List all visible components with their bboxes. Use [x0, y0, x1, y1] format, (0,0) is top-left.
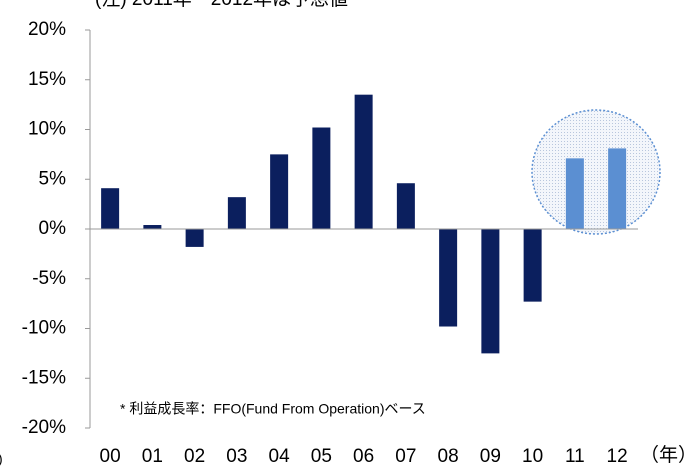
bar: [227, 197, 246, 229]
x-tick-label: 11: [565, 446, 585, 467]
y-tick-label: -15%: [22, 367, 66, 388]
x-tick-label: 05: [311, 446, 332, 467]
y-tick-label: 5%: [39, 168, 67, 189]
y-tick-label: 15%: [28, 69, 66, 90]
bar: [101, 188, 120, 229]
x-tick-label: 01: [142, 446, 163, 467]
x-unit: （年）: [640, 444, 691, 466]
forecast-highlight: [531, 109, 661, 235]
y-tick-label: -5%: [32, 268, 66, 289]
note: * 利益成長率：FFO(Fund From Operation)ベース: [120, 401, 426, 417]
x-tick-label: 09: [480, 446, 501, 467]
bar: [608, 148, 627, 229]
bar: [439, 229, 458, 327]
bar: [270, 154, 289, 229]
x-tick-label: 07: [395, 446, 416, 467]
x-tick-label: 00: [100, 446, 121, 467]
y-tick-label: 10%: [28, 119, 66, 140]
bar: [185, 229, 204, 247]
bar: [481, 229, 500, 354]
x-tick-label: 12: [607, 446, 628, 467]
x-tick-label: 04: [269, 446, 291, 467]
y-tick-label: 0%: [39, 218, 67, 239]
x-tick-label: 10: [522, 446, 543, 467]
bar: [354, 94, 373, 229]
source-fragment: ): [0, 451, 3, 467]
bar: [523, 229, 542, 302]
x-tick-label: 06: [353, 446, 374, 467]
bar: [396, 183, 415, 229]
chart-title: (注) 2011年・2012年は予想値: [95, 0, 348, 10]
y-tick-label: -10%: [22, 318, 66, 339]
bar: [143, 225, 162, 229]
x-tick-label: 02: [184, 446, 205, 467]
x-tick-label: 08: [438, 446, 459, 467]
y-tick-label: -20%: [22, 417, 66, 438]
x-tick-label: 03: [226, 446, 247, 467]
bar: [312, 127, 331, 229]
bar: [565, 158, 584, 229]
y-tick-label: 20%: [28, 19, 66, 40]
